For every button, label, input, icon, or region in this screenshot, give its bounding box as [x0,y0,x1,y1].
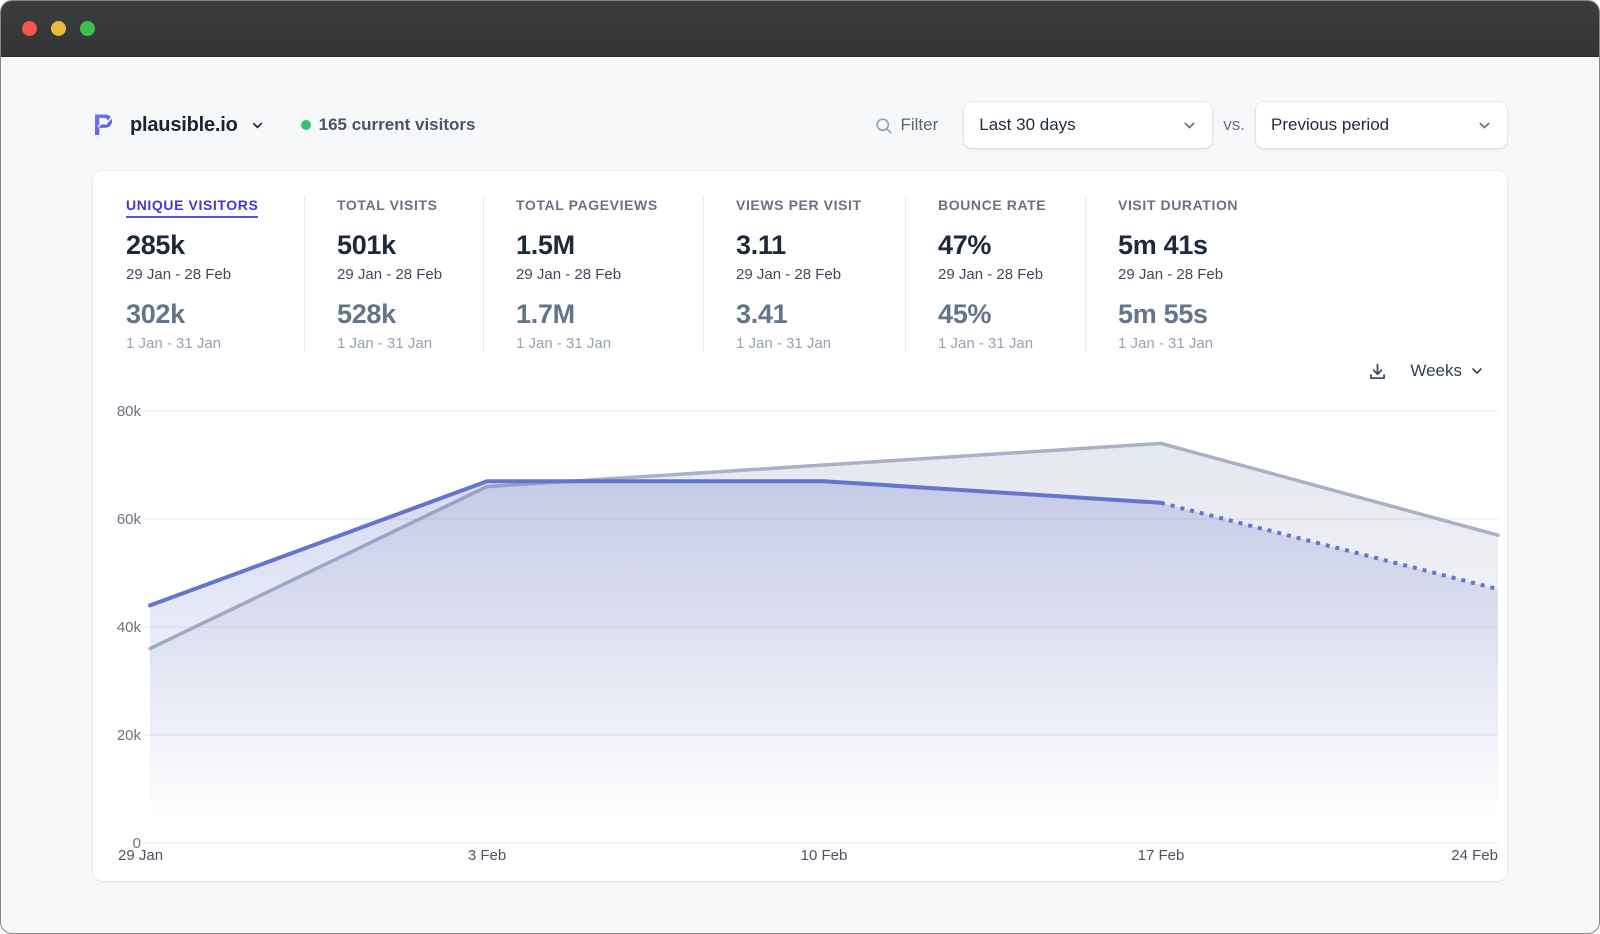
stat-range: 29 Jan - 28 Feb [938,266,1044,283]
stat-label[interactable]: TOTAL PAGEVIEWS [516,197,658,213]
svg-text:17 Feb: 17 Feb [1138,847,1185,864]
stat-column[interactable]: TOTAL VISITS 501k 29 Jan - 28 Feb 528k 1… [304,197,483,352]
stat-prev-value: 302k [126,299,185,329]
date-range-value: Last 30 days [979,115,1076,134]
search-icon [876,117,892,133]
stat-prev-range: 1 Jan - 31 Jan [516,335,612,352]
stat-column[interactable]: UNIQUE VISITORS 285k 29 Jan - 28 Feb 302… [93,197,304,352]
comparison-value: Previous period [1271,115,1390,134]
stat-value: 5m 41s [1118,230,1208,260]
svg-text:3 Feb: 3 Feb [468,847,506,864]
stats-row: UNIQUE VISITORS 285k 29 Jan - 28 Feb 302… [93,171,1507,352]
stat-column[interactable]: BOUNCE RATE 47% 29 Jan - 28 Feb 45% 1 Ja… [905,197,1085,352]
stat-label[interactable]: UNIQUE VISITORS [126,197,259,218]
chevron-down-icon [1184,122,1195,128]
close-window-button[interactable] [22,21,37,36]
svg-text:80k: 80k [117,403,142,420]
chevron-down-icon [250,118,265,133]
download-button[interactable] [1367,361,1388,382]
macos-title-bar [1,1,1599,57]
site-name: plausible.io [130,113,238,136]
filter-button[interactable]: Filter [874,115,938,135]
live-dot-icon [300,120,311,130]
stat-range: 29 Jan - 28 Feb [126,266,232,283]
current-visitors[interactable]: 165 current visitors [300,115,476,135]
svg-text:29 Jan: 29 Jan [118,847,163,864]
site-switcher[interactable]: P plausible.io [93,110,265,140]
filter-label: Filter [900,115,939,134]
stat-range: 29 Jan - 28 Feb [736,266,842,283]
analytics-card: UNIQUE VISITORS 285k 29 Jan - 28 Feb 302… [93,171,1507,881]
stat-column[interactable]: TOTAL PAGEVIEWS 1.5M 29 Jan - 28 Feb 1.7… [483,197,703,352]
chart-controls: Weeks [93,356,1507,386]
svg-text:0: 0 [133,835,141,852]
comparison-dropdown[interactable]: Previous period [1256,102,1507,148]
stat-prev-range: 1 Jan - 31 Jan [938,335,1034,352]
stat-range: 29 Jan - 28 Feb [1118,266,1224,283]
svg-text:24 Feb: 24 Feb [1451,847,1498,864]
stat-label[interactable]: TOTAL VISITS [337,197,438,213]
svg-text:20k: 20k [117,727,142,744]
stat-prev-range: 1 Jan - 31 Jan [126,335,222,352]
stat-column[interactable]: VIEWS PER VISIT 3.11 29 Jan - 28 Feb 3.4… [703,197,905,352]
stat-prev-value: 1.7M [516,299,575,329]
svg-text:P: P [93,110,113,140]
zoom-window-button[interactable] [80,21,95,36]
visitors-chart[interactable]: 0 20k 40k 60k 80k 29 Jan 3 Feb 10 Feb 17 Feb 24 F… [93,398,1507,873]
traffic-lights [22,21,95,36]
svg-text:40k: 40k [117,619,142,636]
stat-label[interactable]: BOUNCE RATE [938,197,1047,213]
stat-prev-value: 45% [938,299,992,329]
stat-value: 3.11 [736,230,786,260]
download-icon [1370,363,1386,379]
stat-value: 47% [938,230,992,260]
interval-dropdown[interactable]: Weeks [1410,361,1485,381]
date-range-dropdown[interactable]: Last 30 days [964,102,1213,148]
chevron-down-icon [1472,368,1482,374]
stat-label[interactable]: VIEWS PER VISIT [736,197,862,213]
chart-area: 0 20k 40k 60k 80k 29 Jan 3 Feb 10 Feb 17 Feb 24 F… [93,398,1507,873]
stat-value: 501k [337,230,396,260]
stat-column[interactable]: VISIT DURATION 5m 41s 29 Jan - 28 Feb 5m… [1085,197,1507,352]
stat-value: 1.5M [516,230,575,260]
stat-value: 285k [126,230,185,260]
stat-prev-value: 5m 55s [1118,299,1208,329]
chevron-down-icon [1479,122,1490,128]
stat-prev-value: 3.41 [736,299,788,329]
stat-prev-range: 1 Jan - 31 Jan [1118,335,1214,352]
interval-value: Weeks [1410,361,1462,380]
stat-prev-range: 1 Jan - 31 Jan [337,335,433,352]
svg-text:10 Feb: 10 Feb [801,847,848,864]
svg-text:60k: 60k [117,511,142,528]
stat-label[interactable]: VISIT DURATION [1118,197,1239,213]
dashboard-header: P plausible.io 165 current visitors Filt… [93,101,1507,149]
stat-range: 29 Jan - 28 Feb [516,266,622,283]
stat-range: 29 Jan - 28 Feb [337,266,443,283]
plausible-logo-icon: P [93,110,113,140]
current-visitors-label: 165 current visitors [318,115,476,134]
vs-label: vs. [1223,115,1245,134]
stat-prev-range: 1 Jan - 31 Jan [736,335,832,352]
stat-prev-value: 528k [337,299,396,329]
minimize-window-button[interactable] [51,21,66,36]
